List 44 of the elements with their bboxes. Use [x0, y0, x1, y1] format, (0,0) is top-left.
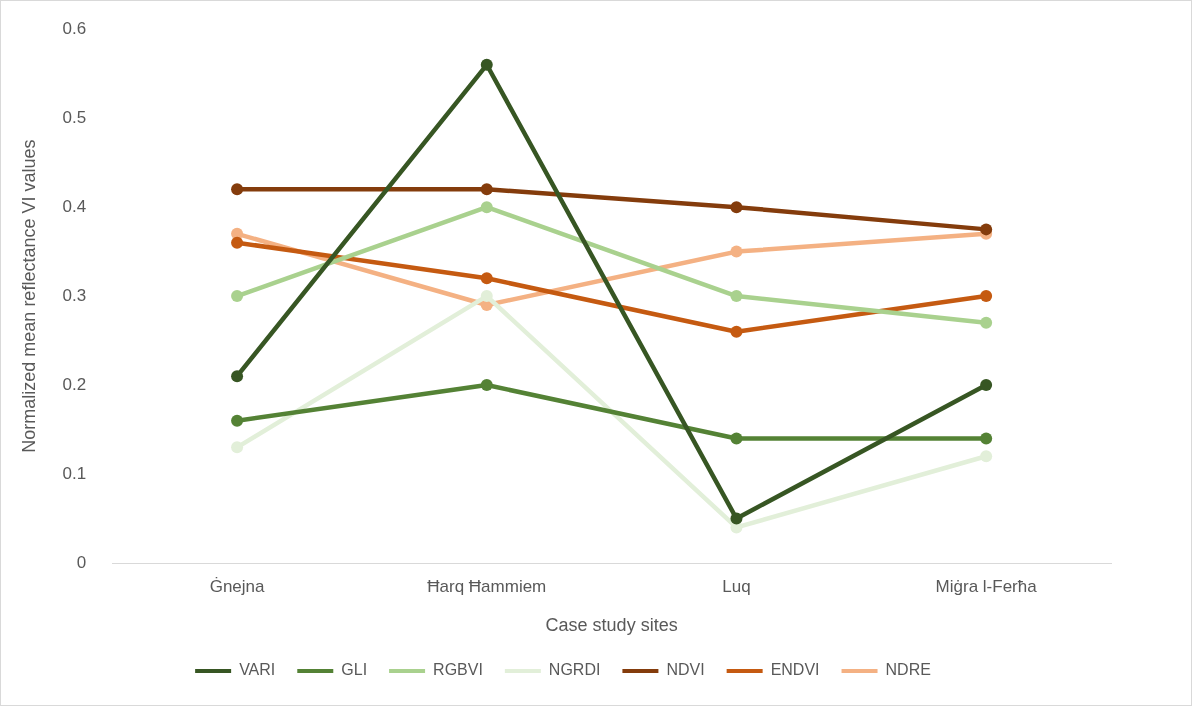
- point: [480, 58, 493, 71]
- point: [231, 236, 244, 249]
- legend-label: GLI: [341, 661, 368, 679]
- point: [730, 432, 743, 445]
- y-tick-label: 0.1: [62, 463, 87, 483]
- point: [730, 325, 743, 338]
- point: [480, 272, 493, 285]
- y-tick-label: 0.3: [62, 285, 87, 305]
- legend-label: NDRE: [885, 661, 931, 679]
- point: [231, 290, 244, 303]
- legend-label: RGBVI: [433, 661, 483, 679]
- y-tick-label: 0.4: [62, 196, 87, 216]
- legend-label: NDVI: [666, 661, 705, 679]
- point: [980, 290, 993, 303]
- y-tick-label: 0.6: [62, 18, 87, 38]
- point: [480, 379, 493, 392]
- legend-label: NGRDI: [548, 661, 601, 679]
- point: [231, 414, 244, 427]
- point: [730, 201, 743, 214]
- point: [980, 432, 993, 445]
- legend-label: ENDVI: [770, 661, 820, 679]
- point: [980, 450, 993, 463]
- x-tick-label: Ħarq Ħammiem: [427, 576, 547, 596]
- point: [730, 512, 743, 525]
- point: [480, 201, 493, 214]
- point: [980, 379, 993, 392]
- legend-label: VARI: [239, 661, 276, 679]
- y-axis-title: Normalized mean reflectance VI values: [18, 139, 39, 453]
- point: [730, 245, 743, 258]
- y-tick-label: 0.5: [62, 107, 87, 127]
- x-tick-label: Luq: [722, 576, 751, 596]
- point: [231, 370, 244, 383]
- point: [231, 441, 244, 454]
- point: [231, 183, 244, 196]
- x-axis-title: Case study sites: [545, 615, 678, 636]
- x-tick-label: Ġnejna: [209, 575, 266, 596]
- point: [980, 223, 993, 236]
- point: [480, 290, 493, 303]
- x-tick-label: Miġra l-Ferħa: [935, 576, 1038, 596]
- y-tick-label: 0: [76, 552, 87, 572]
- y-tick-label: 0.2: [62, 374, 87, 394]
- point: [730, 290, 743, 303]
- point: [480, 183, 493, 196]
- point: [980, 316, 993, 329]
